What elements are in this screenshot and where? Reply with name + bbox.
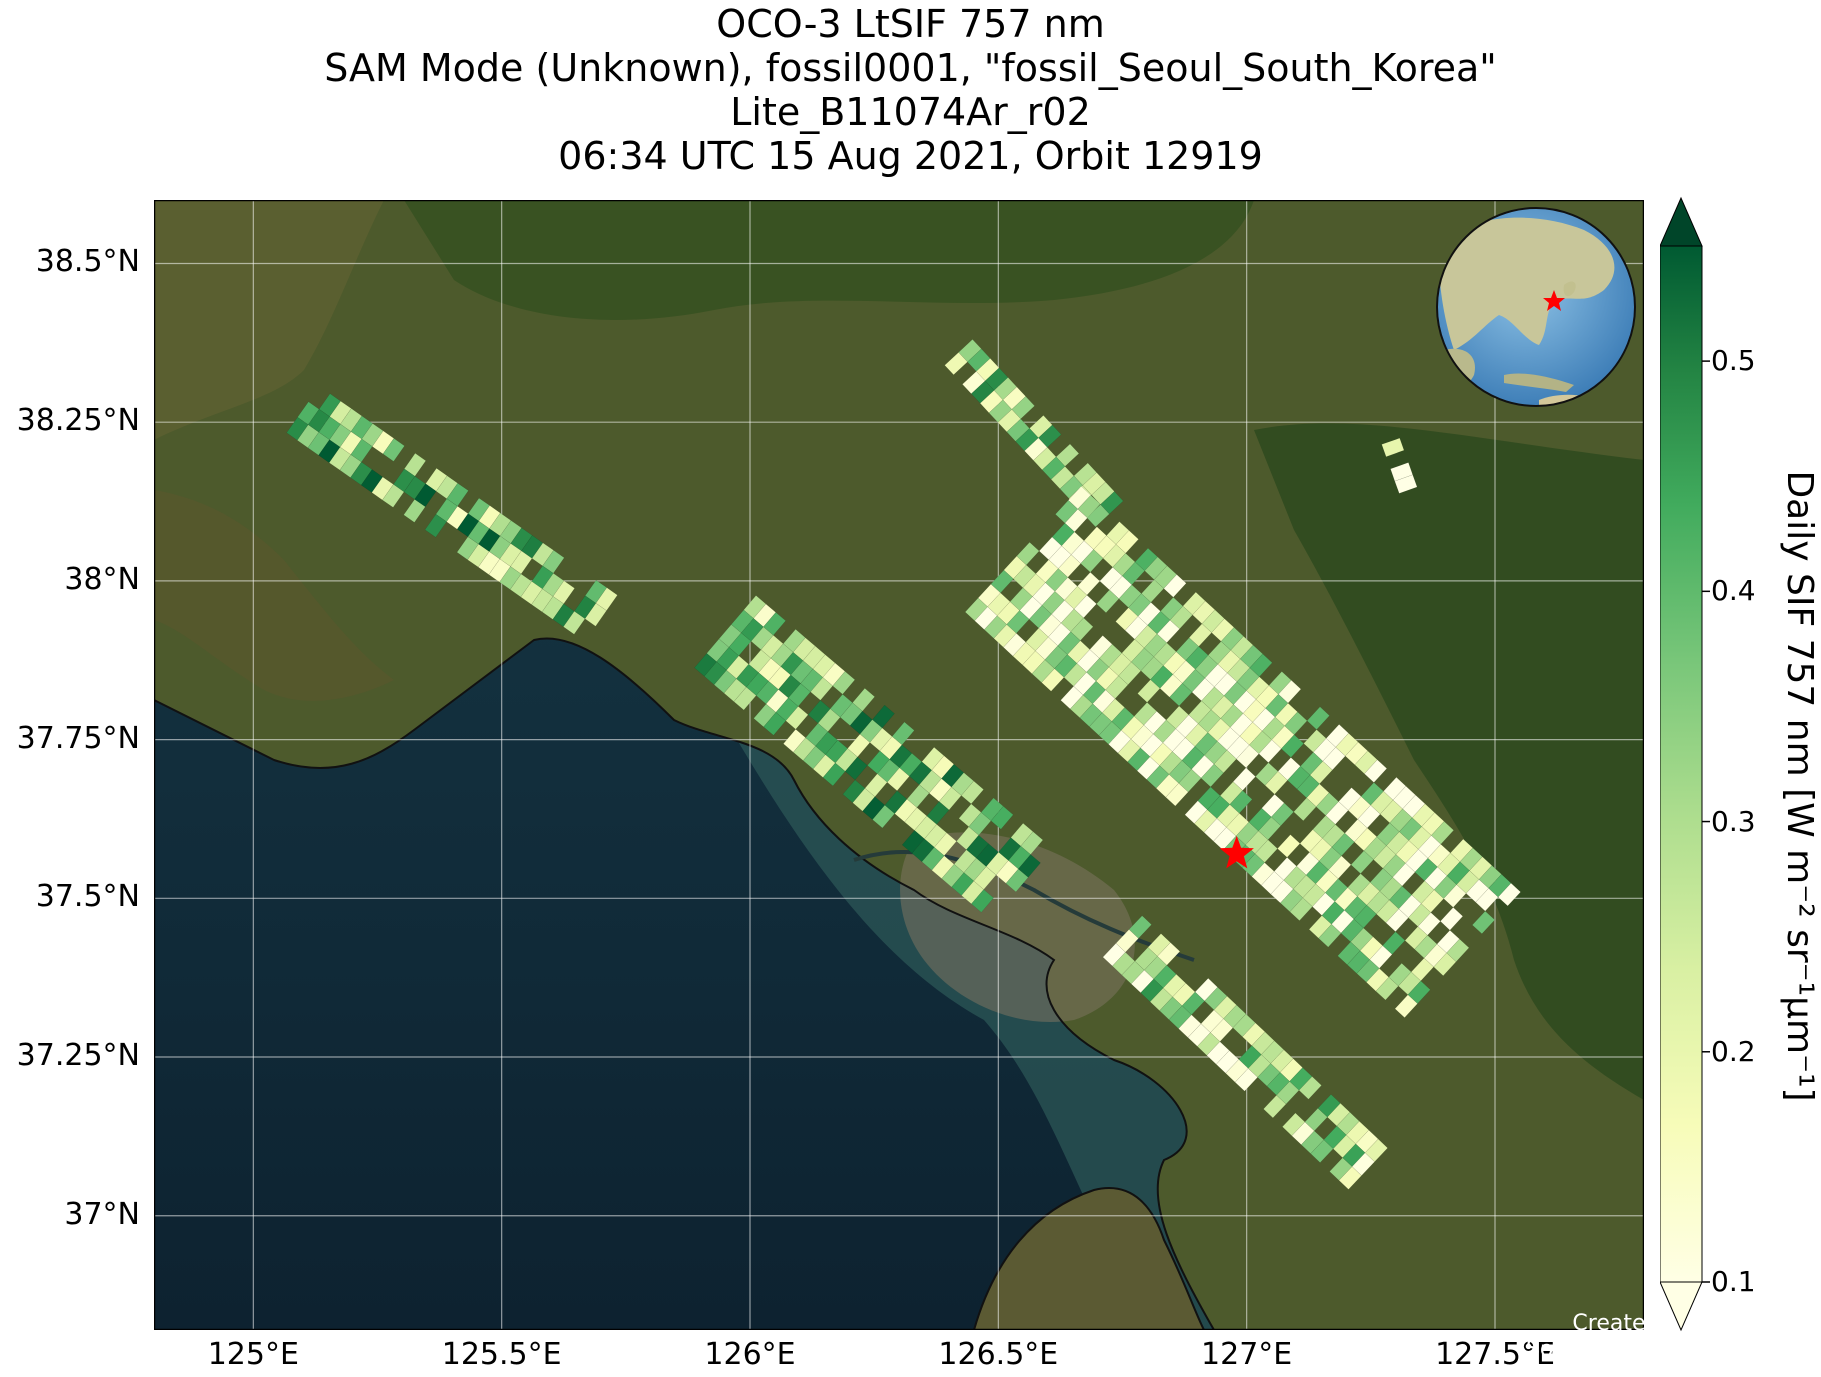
sif-sounding (1381, 437, 1405, 458)
colorbar (1660, 196, 1710, 1332)
sif-sounding (971, 889, 994, 913)
west-islands (154, 490, 394, 701)
colorbar-extend-bottom (1660, 1281, 1703, 1332)
sif-sounding (1289, 897, 1313, 921)
sif-sounding (1263, 1094, 1287, 1119)
sif-sounding (1318, 923, 1342, 948)
colorbar-tick-label: 0.4 (1711, 574, 1756, 608)
lat-tick-label: 38.5°N (35, 244, 140, 280)
sif-sounding (563, 610, 586, 635)
swath-north-strip (944, 339, 1124, 528)
sif-sounding (403, 499, 426, 523)
title-line-2: SAM Mode (Unknown), fossil0001, "fossil_… (324, 46, 1497, 90)
sif-sounding (944, 352, 968, 376)
coastline (154, 637, 1215, 1330)
lon-tick-label: 127°E (1201, 1337, 1293, 1372)
colorbar-label: Daily SIF 757 nm [W m⁻² sr⁻¹μm⁻¹] (1779, 470, 1820, 1102)
lon-tick-label: 126°E (704, 1337, 796, 1372)
swath-west-swath (286, 393, 618, 635)
swath-seoul-main (964, 485, 1521, 1018)
target-marker-layer (1219, 835, 1254, 869)
sif-sounding (584, 602, 607, 627)
credit-source: Source: NASA/JPL-Caltech (1525, 1337, 1807, 1362)
sif-sounding (822, 762, 846, 787)
lat-tick-label: 37.25°N (16, 1038, 140, 1074)
sif-sounding (382, 438, 405, 462)
sif-sounding (382, 484, 405, 508)
colorbar-extend-top (1660, 196, 1703, 247)
title-line-1: OCO-3 LtSIF 757 nm (716, 2, 1105, 46)
han-river (853, 849, 1195, 962)
title-line-3: Lite_B11074Ar_r02 (730, 90, 1091, 134)
credit-text: Created 16 Dec 2024 Source: NASA/JPL-Cal… (1526, 1311, 1821, 1363)
sif-sounding (763, 712, 787, 736)
lon-tick-label: 127.5°E (1435, 1337, 1555, 1372)
lon-tick-label: 125.5°E (441, 1337, 562, 1372)
map-panel[interactable] (154, 200, 1644, 1330)
colorbar-ramp (1660, 245, 1703, 1283)
sif-sounding (1433, 952, 1457, 977)
sif-sounding (1394, 474, 1418, 494)
sif-sounding (733, 686, 757, 711)
sif-sounding (1471, 910, 1496, 935)
mountain-shading-north (404, 200, 1254, 320)
land-mass-west-peninsula (154, 200, 384, 440)
sif-sounding (1234, 1068, 1258, 1092)
sif-sounding (1394, 994, 1418, 1018)
lat-tick-label: 37.5°N (35, 879, 140, 915)
globe-japan (1563, 281, 1576, 297)
globe-indonesia (1504, 373, 1574, 392)
swath-east-fragment (1381, 437, 1418, 494)
inset-globe (1436, 207, 1636, 407)
globe-asia-landmass (1438, 217, 1615, 350)
sif-sounding (1096, 589, 1120, 614)
sif-sounding (1310, 1139, 1334, 1163)
sif-sounding (1497, 882, 1521, 907)
colorbar-tick-label: 0.5 (1711, 344, 1756, 378)
land-mass-south (974, 1188, 1204, 1330)
lon-tick-label: 125°E (207, 1337, 299, 1372)
sif-sounding (872, 804, 896, 829)
sif-sounding (1165, 782, 1189, 807)
swath-south-swath (1102, 915, 1388, 1190)
lat-tick-label: 38°N (64, 561, 140, 597)
colorbar-tick-label: 0.3 (1711, 804, 1756, 838)
title-line-4: 06:34 UTC 15 Aug 2021, Orbit 12919 (558, 134, 1263, 178)
sif-sounding (1041, 668, 1065, 692)
colorbar-tick-label: 0.1 (1711, 1265, 1756, 1298)
credit-created: Created 16 Dec 2024 (1572, 1311, 1807, 1336)
sif-sounding (1005, 868, 1029, 893)
colorbar-tick-label: 0.2 (1711, 1034, 1756, 1068)
sif-sounding (1298, 1076, 1322, 1100)
sif-sounding (1338, 1166, 1362, 1190)
sif-sounding (424, 513, 447, 538)
sif-sounding (990, 805, 1014, 830)
lat-tick-label: 37.75°N (16, 720, 140, 756)
lon-tick-label: 126.5°E (938, 1337, 1059, 1372)
swath-han-estuary (694, 595, 1044, 913)
mountain-shading-east (1254, 423, 1644, 1100)
sif-swaths (286, 339, 1521, 1190)
lat-tick-label: 37°N (64, 1196, 140, 1232)
globe-target-star-icon (1543, 290, 1565, 311)
lat-tick-label: 38.25°N (16, 403, 140, 439)
coastline-south (973, 1187, 1205, 1330)
sif-sounding (1293, 797, 1317, 822)
sif-sounding (1375, 976, 1399, 1001)
target-star-icon (1219, 835, 1254, 869)
